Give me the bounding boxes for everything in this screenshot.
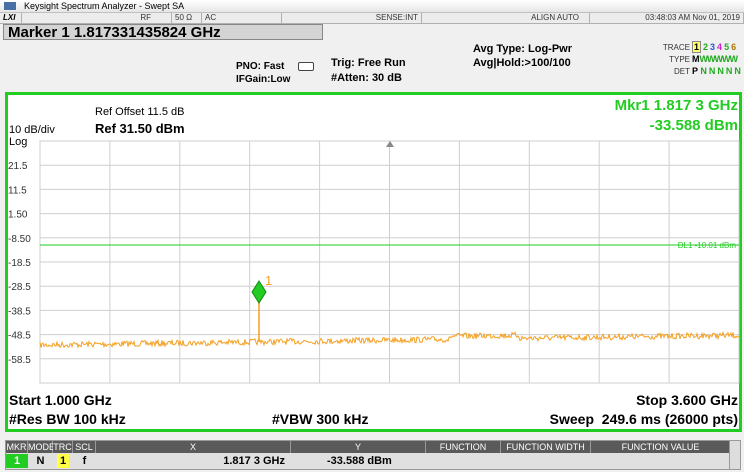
type-item: M <box>692 54 700 64</box>
vbw: #VBW 300 kHz <box>272 411 369 427</box>
trigger: Trig: Free Run <box>331 57 406 69</box>
pno-icon <box>298 62 314 71</box>
table-header: Y <box>291 441 426 453</box>
trace-label: TRACE <box>662 43 690 52</box>
y-label: 1.50 <box>8 210 28 221</box>
det-items: P NNNNN <box>692 66 743 76</box>
type-label: TYPE <box>669 55 690 64</box>
avg-type: Avg Type: Log-Pwr <box>473 43 572 55</box>
trace <box>39 330 740 349</box>
type-item: WWWWW <box>699 54 738 64</box>
y-label: -18.5 <box>8 258 31 269</box>
table-cell: 1 <box>57 454 69 468</box>
table-header: FUNCTION WIDTH <box>501 441 591 453</box>
trace-item[interactable]: 6 <box>731 42 737 52</box>
status-bar: LXI RF 50 Ω AC SENSE:INT ALIGN AUTO 03:4… <box>0 13 744 24</box>
table-header: SCL <box>73 441 96 453</box>
avg-hold: Avg|Hold:>100/100 <box>473 57 571 69</box>
log-label: Log <box>9 136 28 148</box>
y-label: -28.5 <box>8 282 31 293</box>
title-bar: Keysight Spectrum Analyzer - Swept SA <box>0 0 744 13</box>
input: RF <box>22 13 172 23</box>
det-item: NNNNN <box>700 66 743 76</box>
center-marker <box>386 141 394 147</box>
display-line-label: DL1 -10.01 dBm <box>678 241 737 250</box>
det-item: P <box>692 66 698 76</box>
attenuation: #Atten: 30 dB <box>331 72 402 84</box>
scrollbar <box>729 441 740 469</box>
res-bw: #Res BW 100 kHz <box>9 411 126 427</box>
stop-freq: Stop 3.600 GHz <box>636 392 738 408</box>
trace-item[interactable]: 1 <box>692 41 702 53</box>
coupling: AC <box>202 13 282 23</box>
y-label: -58.5 <box>8 355 31 366</box>
table-cell: 1 <box>6 454 28 468</box>
window-title: Keysight Spectrum Analyzer - Swept SA <box>24 1 185 11</box>
table-header: TRC <box>53 441 73 453</box>
ref-offset: Ref Offset 11.5 dB <box>95 106 185 118</box>
trace-item[interactable]: 2 <box>703 42 709 52</box>
grid <box>39 140 740 384</box>
marker-readout-freq: Mkr1 1.817 3 GHz <box>614 97 738 114</box>
table-cell: f <box>82 455 87 467</box>
start-freq: Start 1.000 GHz <box>9 392 112 408</box>
marker-table: MKR MODE TRC SCL X Y FUNCTION FUNCTION WIDTH FUN… <box>5 440 741 470</box>
marker-frequency[interactable]: Marker 1 1.817331435824 GHz <box>3 24 323 41</box>
marker-label: 1 <box>265 273 272 288</box>
ifgain: IFGain:Low <box>236 74 291 85</box>
table-cell: N <box>36 455 45 467</box>
marker-readout-amp: -33.588 dBm <box>649 117 738 134</box>
table-cell: -33.588 dBm <box>327 455 392 467</box>
table-header: FUNCTION VALUE <box>591 441 731 453</box>
det-label: DET <box>674 67 690 76</box>
trace-item[interactable]: 5 <box>724 42 730 52</box>
marker-diamond[interactable] <box>251 280 267 304</box>
ref-level: Ref 31.50 dBm <box>95 121 185 136</box>
trace-item[interactable]: 3 <box>710 42 716 52</box>
impedance: 50 Ω <box>172 13 202 23</box>
y-label: 11.5 <box>8 185 27 196</box>
table-header: FUNCTION <box>426 441 501 453</box>
y-label: 21.5 <box>8 161 28 172</box>
lxi-badge: LXI <box>0 13 22 23</box>
type-items: MWWWWW <box>692 54 738 64</box>
sense: SENSE:INT <box>282 13 422 23</box>
scale: 10 dB/div <box>9 124 55 136</box>
trace-item[interactable]: 4 <box>717 42 723 52</box>
table-cell: 1.817 3 GHz <box>223 455 285 467</box>
table-header: MKR <box>6 441 28 453</box>
y-label: -38.5 <box>8 306 31 317</box>
table-header: MODE <box>28 441 55 453</box>
align: ALIGN AUTO <box>422 13 590 23</box>
pno: PNO: Fast <box>236 61 285 72</box>
y-label: -8.50 <box>8 234 31 245</box>
y-label: -48.5 <box>8 331 31 342</box>
table-header: X <box>96 441 291 453</box>
app-icon <box>4 2 16 10</box>
sweep: Sweep 249.6 ms (26000 pts) <box>549 411 738 427</box>
